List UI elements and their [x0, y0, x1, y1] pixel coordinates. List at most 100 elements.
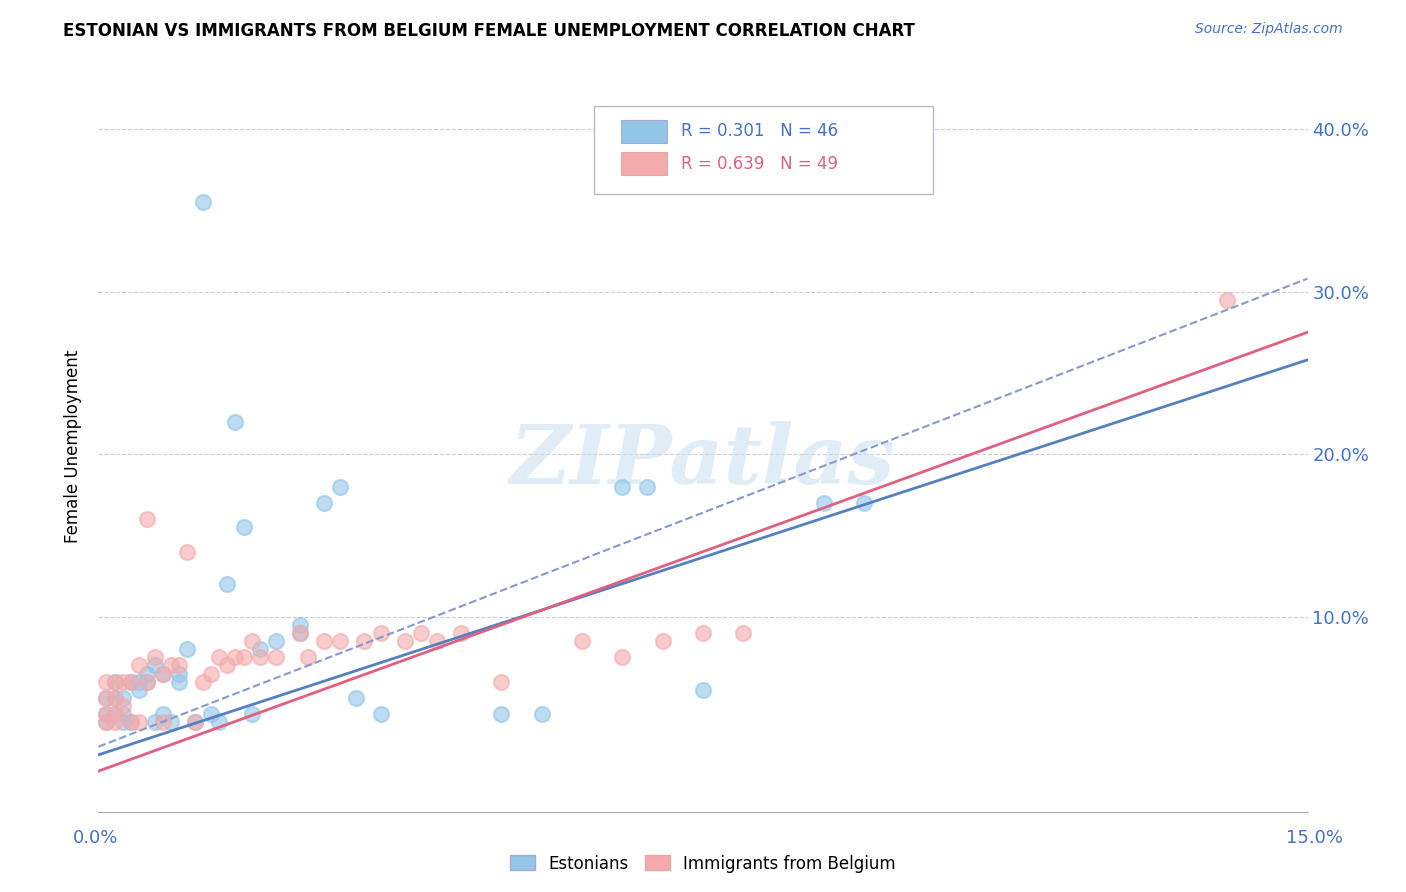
Point — [329, 634, 352, 648]
Point — [530, 707, 553, 722]
Text: ESTONIAN VS IMMIGRANTS FROM BELGIUM FEMALE UNEMPLOYMENT CORRELATION CHART: ESTONIAN VS IMMIGRANTS FROM BELGIUM FEMA… — [63, 22, 915, 40]
Point — [193, 674, 215, 689]
Point — [200, 707, 222, 722]
Text: ZIPatlas: ZIPatlas — [510, 421, 896, 500]
Point — [224, 415, 246, 429]
Point — [692, 626, 714, 640]
Point — [297, 650, 319, 665]
Point — [853, 496, 876, 510]
Point — [96, 690, 118, 705]
Point — [160, 715, 183, 730]
Point — [288, 626, 311, 640]
Point — [143, 650, 166, 665]
Point — [813, 496, 835, 510]
Point — [143, 715, 166, 730]
Point — [135, 674, 157, 689]
Point — [152, 666, 174, 681]
Point — [160, 658, 183, 673]
Legend: Estonians, Immigrants from Belgium: Estonians, Immigrants from Belgium — [503, 848, 903, 880]
Point — [135, 512, 157, 526]
Point — [103, 690, 125, 705]
Point — [240, 634, 263, 648]
Point — [353, 634, 375, 648]
Point — [167, 666, 190, 681]
FancyBboxPatch shape — [621, 152, 666, 176]
Point — [103, 707, 125, 722]
Point — [120, 674, 142, 689]
Point — [103, 715, 125, 730]
Point — [96, 707, 118, 722]
FancyBboxPatch shape — [621, 120, 666, 144]
Point — [240, 707, 263, 722]
Point — [167, 674, 190, 689]
Point — [224, 650, 246, 665]
Point — [571, 634, 593, 648]
Point — [692, 682, 714, 697]
Point — [120, 715, 142, 730]
Point — [491, 674, 513, 689]
Point — [135, 666, 157, 681]
Point — [733, 626, 755, 640]
Point — [120, 715, 142, 730]
Point — [200, 666, 222, 681]
Point — [135, 674, 157, 689]
Point — [111, 674, 134, 689]
Y-axis label: Female Unemployment: Female Unemployment — [63, 350, 82, 542]
Point — [314, 634, 336, 648]
Point — [152, 666, 174, 681]
Text: 15.0%: 15.0% — [1286, 829, 1343, 847]
Point — [491, 707, 513, 722]
Point — [193, 195, 215, 210]
Point — [96, 715, 118, 730]
Point — [636, 480, 658, 494]
Point — [96, 674, 118, 689]
Text: 0.0%: 0.0% — [73, 829, 118, 847]
Point — [409, 626, 432, 640]
FancyBboxPatch shape — [595, 106, 932, 194]
Point — [370, 626, 392, 640]
Point — [612, 480, 634, 494]
Text: R = 0.639   N = 49: R = 0.639 N = 49 — [682, 154, 838, 173]
Point — [612, 650, 634, 665]
Point — [232, 650, 254, 665]
Point — [128, 674, 150, 689]
Point — [152, 715, 174, 730]
Point — [394, 634, 416, 648]
Point — [96, 707, 118, 722]
Point — [128, 658, 150, 673]
Point — [450, 626, 472, 640]
Text: R = 0.301   N = 46: R = 0.301 N = 46 — [682, 122, 838, 140]
Point — [167, 658, 190, 673]
Point — [184, 715, 207, 730]
Point — [288, 626, 311, 640]
Point — [176, 642, 198, 657]
Point — [232, 520, 254, 534]
Point — [111, 707, 134, 722]
Point — [103, 674, 125, 689]
Point — [426, 634, 449, 648]
Point — [329, 480, 352, 494]
Point — [370, 707, 392, 722]
Point — [217, 577, 239, 591]
Point — [128, 715, 150, 730]
Point — [249, 650, 271, 665]
Point — [111, 690, 134, 705]
Point — [249, 642, 271, 657]
Point — [128, 682, 150, 697]
Point — [208, 650, 231, 665]
Point — [344, 690, 367, 705]
Point — [103, 690, 125, 705]
Point — [264, 650, 287, 665]
Point — [176, 544, 198, 558]
Point — [111, 715, 134, 730]
Text: Source: ZipAtlas.com: Source: ZipAtlas.com — [1195, 22, 1343, 37]
Point — [120, 674, 142, 689]
Point — [143, 658, 166, 673]
Point — [184, 715, 207, 730]
Point — [217, 658, 239, 673]
Point — [103, 674, 125, 689]
Point — [96, 690, 118, 705]
Point — [103, 707, 125, 722]
Point — [208, 715, 231, 730]
Point — [111, 699, 134, 714]
